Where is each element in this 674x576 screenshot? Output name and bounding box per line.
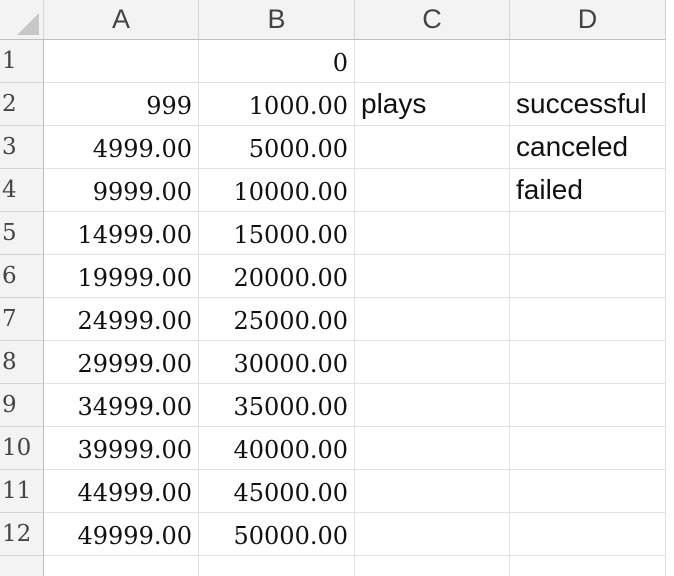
- cell-a9[interactable]: 34999.00: [44, 384, 199, 427]
- row-header-11[interactable]: 11: [0, 470, 44, 513]
- cell-d10[interactable]: [510, 427, 666, 470]
- row-header-9[interactable]: 9: [0, 384, 44, 427]
- cell-d2[interactable]: successful: [510, 83, 666, 126]
- cell-d3[interactable]: canceled: [510, 126, 666, 169]
- column-header-c[interactable]: C: [355, 0, 510, 40]
- cell-b13[interactable]: [199, 556, 355, 576]
- cell-b7[interactable]: 25000.00: [199, 298, 355, 341]
- cell-c13[interactable]: [355, 556, 510, 576]
- cell-c12[interactable]: [355, 513, 510, 556]
- cell-a13[interactable]: [44, 556, 199, 576]
- row-header-10[interactable]: 10: [0, 427, 44, 470]
- cell-c4[interactable]: [355, 169, 510, 212]
- cell-c8[interactable]: [355, 341, 510, 384]
- row-header-3[interactable]: 3: [0, 126, 44, 169]
- cell-b11[interactable]: 45000.00: [199, 470, 355, 513]
- cell-c1[interactable]: [355, 40, 510, 83]
- cell-a10[interactable]: 39999.00: [44, 427, 199, 470]
- cell-a12[interactable]: 49999.00: [44, 513, 199, 556]
- row-header-4[interactable]: 4: [0, 169, 44, 212]
- cell-b9[interactable]: 35000.00: [199, 384, 355, 427]
- row-header-8[interactable]: 8: [0, 341, 44, 384]
- cell-a1[interactable]: [44, 40, 199, 83]
- cell-b12[interactable]: 50000.00: [199, 513, 355, 556]
- row-header-1[interactable]: 1: [0, 40, 44, 83]
- cell-a6[interactable]: 19999.00: [44, 255, 199, 298]
- cell-c7[interactable]: [355, 298, 510, 341]
- cell-a5[interactable]: 14999.00: [44, 212, 199, 255]
- column-header-b[interactable]: B: [199, 0, 355, 40]
- cell-b8[interactable]: 30000.00: [199, 341, 355, 384]
- select-all-triangle-icon: [17, 13, 39, 35]
- cell-b1[interactable]: 0: [199, 40, 355, 83]
- cell-c2[interactable]: plays: [355, 83, 510, 126]
- row-header-13[interactable]: [0, 556, 44, 576]
- cell-b6[interactable]: 20000.00: [199, 255, 355, 298]
- cell-d12[interactable]: [510, 513, 666, 556]
- cell-d11[interactable]: [510, 470, 666, 513]
- cell-a11[interactable]: 44999.00: [44, 470, 199, 513]
- cell-d5[interactable]: [510, 212, 666, 255]
- cell-d8[interactable]: [510, 341, 666, 384]
- cell-b3[interactable]: 5000.00: [199, 126, 355, 169]
- cell-c3[interactable]: [355, 126, 510, 169]
- cell-d9[interactable]: [510, 384, 666, 427]
- cell-d6[interactable]: [510, 255, 666, 298]
- cell-c11[interactable]: [355, 470, 510, 513]
- row-header-7[interactable]: 7: [0, 298, 44, 341]
- cell-b10[interactable]: 40000.00: [199, 427, 355, 470]
- cell-b2[interactable]: 1000.00: [199, 83, 355, 126]
- cell-d1[interactable]: [510, 40, 666, 83]
- cell-a2[interactable]: 999: [44, 83, 199, 126]
- cell-d13[interactable]: [510, 556, 666, 576]
- cell-b4[interactable]: 10000.00: [199, 169, 355, 212]
- column-header-d[interactable]: D: [510, 0, 666, 40]
- cell-a3[interactable]: 4999.00: [44, 126, 199, 169]
- cell-d7[interactable]: [510, 298, 666, 341]
- select-all-button[interactable]: [0, 0, 44, 40]
- cell-c5[interactable]: [355, 212, 510, 255]
- cell-c10[interactable]: [355, 427, 510, 470]
- row-header-2[interactable]: 2: [0, 83, 44, 126]
- cell-a4[interactable]: 9999.00: [44, 169, 199, 212]
- row-header-5[interactable]: 5: [0, 212, 44, 255]
- cell-a7[interactable]: 24999.00: [44, 298, 199, 341]
- column-header-a[interactable]: A: [44, 0, 199, 40]
- cell-d4[interactable]: failed: [510, 169, 666, 212]
- cell-b5[interactable]: 15000.00: [199, 212, 355, 255]
- cell-a8[interactable]: 29999.00: [44, 341, 199, 384]
- cell-c9[interactable]: [355, 384, 510, 427]
- row-header-6[interactable]: 6: [0, 255, 44, 298]
- cell-c6[interactable]: [355, 255, 510, 298]
- row-header-12[interactable]: 12: [0, 513, 44, 556]
